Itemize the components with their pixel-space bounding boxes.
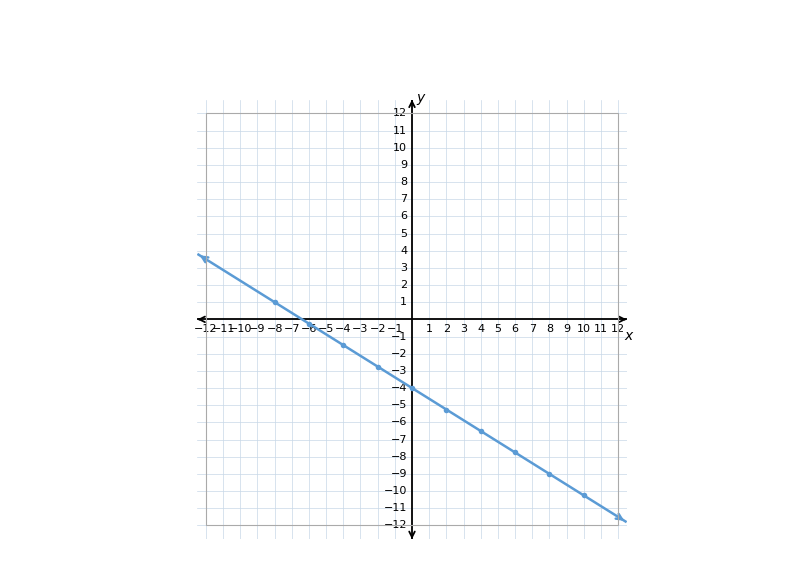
Text: −4: −4 [335, 324, 351, 334]
Text: 11: 11 [594, 324, 608, 334]
Text: 6: 6 [400, 212, 407, 222]
Text: 2: 2 [400, 280, 407, 290]
Text: −2: −2 [370, 324, 386, 334]
Text: y: y [416, 91, 425, 105]
Text: −6: −6 [391, 417, 407, 427]
Text: −8: −8 [266, 324, 283, 334]
Text: 10: 10 [577, 324, 590, 334]
Point [302, 319, 315, 328]
Text: Write the equation of the line in fully simplified slope-intercept form.: Write the equation of the line in fully … [16, 21, 658, 40]
Text: −7: −7 [283, 324, 300, 334]
Text: −5: −5 [318, 324, 334, 334]
Text: 8: 8 [546, 324, 553, 334]
Text: 11: 11 [393, 125, 407, 135]
Point [509, 448, 522, 457]
Text: 1: 1 [400, 297, 407, 307]
Point [543, 469, 556, 479]
Text: 7: 7 [400, 194, 407, 204]
Text: 5: 5 [494, 324, 502, 334]
Text: 9: 9 [563, 324, 570, 334]
Point [371, 362, 384, 372]
Text: −3: −3 [391, 366, 407, 376]
Point [474, 426, 487, 435]
Text: −12: −12 [194, 324, 218, 334]
Text: 3: 3 [460, 324, 467, 334]
Point [406, 383, 418, 393]
Text: 12: 12 [393, 108, 407, 118]
Text: −5: −5 [391, 400, 407, 410]
Point [337, 340, 350, 350]
Text: −7: −7 [390, 435, 407, 445]
Text: −2: −2 [390, 349, 407, 359]
Text: 4: 4 [477, 324, 484, 334]
Text: 5: 5 [400, 229, 407, 239]
Text: 7: 7 [529, 324, 536, 334]
Text: −9: −9 [250, 324, 266, 334]
Text: 3: 3 [400, 263, 407, 273]
Text: −12: −12 [384, 520, 407, 530]
Text: 2: 2 [442, 324, 450, 334]
Text: −11: −11 [211, 324, 235, 334]
Text: −10: −10 [229, 324, 252, 334]
Text: −11: −11 [384, 503, 407, 513]
Text: −8: −8 [390, 452, 407, 462]
Text: 6: 6 [511, 324, 518, 334]
Text: −4: −4 [390, 383, 407, 393]
Text: −1: −1 [386, 324, 403, 334]
Text: −10: −10 [384, 486, 407, 496]
Text: 10: 10 [393, 142, 407, 153]
Point [578, 490, 590, 500]
Text: −9: −9 [390, 469, 407, 479]
Text: −1: −1 [391, 332, 407, 342]
Text: 8: 8 [400, 177, 407, 187]
Text: x: x [624, 329, 633, 343]
Point [268, 298, 281, 307]
Text: 1: 1 [426, 324, 433, 334]
Text: 12: 12 [611, 324, 625, 334]
Text: 9: 9 [400, 160, 407, 170]
Point [440, 405, 453, 414]
Text: −6: −6 [301, 324, 317, 334]
Text: −3: −3 [352, 324, 369, 334]
Text: 4: 4 [400, 246, 407, 255]
